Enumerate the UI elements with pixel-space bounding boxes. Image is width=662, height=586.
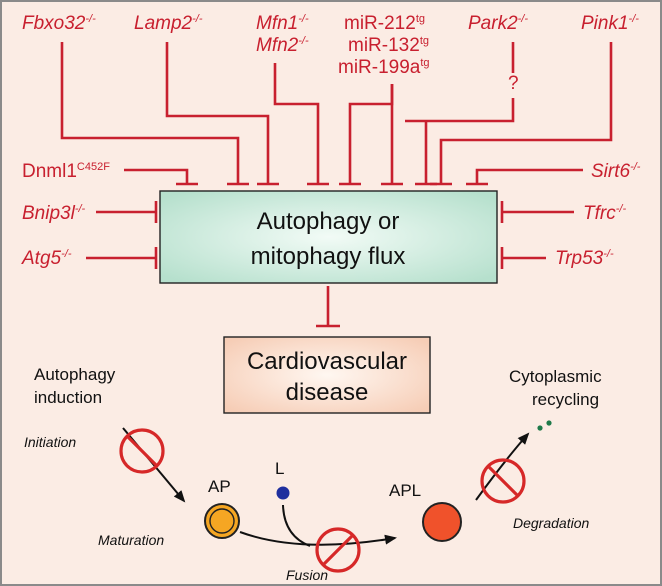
prohibit-fusion-icon xyxy=(315,527,361,573)
gene-mfn2: Mfn2-/- xyxy=(256,35,309,56)
lysosome xyxy=(276,486,290,500)
prohibit-initiation-icon xyxy=(119,428,165,474)
lysosome-merge-line xyxy=(282,504,311,547)
degradation-arrow xyxy=(475,432,530,501)
autophagosome-inner xyxy=(209,508,235,534)
induction-label-line2: induction xyxy=(34,388,102,407)
gene-fbxo32: Fbxo32-/- xyxy=(22,13,96,34)
gene-sirt6: Sirt6-/- xyxy=(591,161,641,182)
dnml1-line xyxy=(124,168,189,184)
recycling-label-line1: Cytoplasmic xyxy=(509,367,602,386)
gene-pink1: Pink1-/- xyxy=(581,13,639,34)
flux-title-line2: mitophagy flux xyxy=(251,243,406,270)
prohibit-degradation-icon xyxy=(480,458,526,504)
disease-box xyxy=(223,336,431,414)
gene-lamp2: Lamp2-/- xyxy=(134,13,203,34)
question-mark: ? xyxy=(508,73,519,94)
ap-label: AP xyxy=(208,477,231,496)
lysosome-label: L xyxy=(275,459,284,478)
gene-bnip3l: Bnip3l-/- xyxy=(22,203,86,224)
gene-mfn1: Mfn1-/- xyxy=(256,13,309,34)
disease-title-line2: disease xyxy=(286,379,369,406)
gene-mir199a: miR-199atg xyxy=(338,57,430,78)
recycled-particle-1 xyxy=(537,425,543,431)
flux-box xyxy=(159,190,498,284)
gene-mir212: miR-212tg xyxy=(344,13,425,34)
disease-title-line1: Cardiovascular xyxy=(247,348,407,375)
apl-label: APL xyxy=(389,481,421,500)
recycled-particle-2 xyxy=(546,420,552,426)
gene-tfrc: Tfrc-/- xyxy=(583,203,626,224)
recycling-label-line2: recycling xyxy=(532,390,599,409)
gene-park2: Park2-/- xyxy=(468,13,528,34)
sirt6-line xyxy=(475,168,583,184)
initiation-label: Initiation xyxy=(24,434,76,450)
autolysosome xyxy=(422,502,462,542)
gene-dnml1: Dnml1C452F xyxy=(22,161,110,182)
gene-trp53: Trp53-/- xyxy=(555,248,614,269)
gene-mir132: miR-132tg xyxy=(348,35,429,56)
gene-atg5: Atg5-/- xyxy=(21,248,72,269)
maturation-label: Maturation xyxy=(98,532,164,548)
induction-label-line1: Autophagy xyxy=(34,365,116,384)
degradation-label: Degradation xyxy=(513,515,589,531)
flux-title-line1: Autophagy or xyxy=(257,208,400,235)
top-inhibitor-lines xyxy=(60,42,613,186)
fusion-label: Fusion xyxy=(286,567,328,583)
